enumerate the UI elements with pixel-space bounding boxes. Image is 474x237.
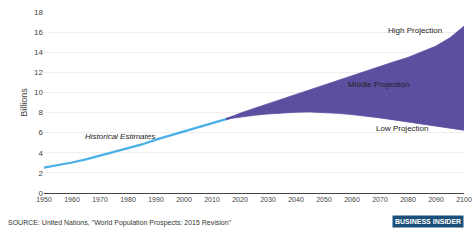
svg-text:2050: 2050 [316, 196, 332, 203]
svg-text:10: 10 [34, 88, 43, 97]
svg-text:2070: 2070 [372, 196, 388, 203]
svg-text:2000: 2000 [176, 196, 192, 203]
svg-text:1960: 1960 [64, 196, 80, 203]
svg-text:16: 16 [34, 28, 43, 37]
svg-text:SOURCE: United Nations, "World: SOURCE: United Nations, "World Populatio… [8, 219, 232, 227]
svg-text:2100: 2100 [456, 196, 472, 203]
svg-text:18: 18 [34, 8, 43, 17]
svg-text:1980: 1980 [120, 196, 136, 203]
svg-text:1990: 1990 [148, 196, 164, 203]
svg-text:12: 12 [34, 68, 43, 77]
svg-text:Historical Estimates: Historical Estimates [85, 132, 155, 141]
svg-text:0: 0 [39, 189, 44, 198]
svg-text:Billions: Billions [19, 88, 29, 117]
svg-text:2030: 2030 [260, 196, 276, 203]
svg-text:2080: 2080 [400, 196, 416, 203]
svg-text:6: 6 [39, 128, 44, 137]
svg-text:4: 4 [39, 149, 44, 158]
svg-text:Middle Projection: Middle Projection [348, 80, 409, 89]
svg-text:Low Projection: Low Projection [376, 124, 428, 133]
svg-text:2040: 2040 [288, 196, 304, 203]
svg-text:8: 8 [39, 108, 44, 117]
svg-text:2020: 2020 [232, 196, 248, 203]
svg-text:1970: 1970 [92, 196, 108, 203]
svg-text:High Projection: High Projection [388, 26, 442, 35]
svg-text:2010: 2010 [204, 196, 220, 203]
svg-text:14: 14 [34, 48, 43, 57]
svg-text:2090: 2090 [428, 196, 444, 203]
svg-text:1950: 1950 [36, 196, 52, 203]
svg-text:BUSINESS INSIDER: BUSINESS INSIDER [395, 218, 461, 225]
svg-text:2060: 2060 [344, 196, 360, 203]
svg-text:2: 2 [39, 169, 44, 178]
